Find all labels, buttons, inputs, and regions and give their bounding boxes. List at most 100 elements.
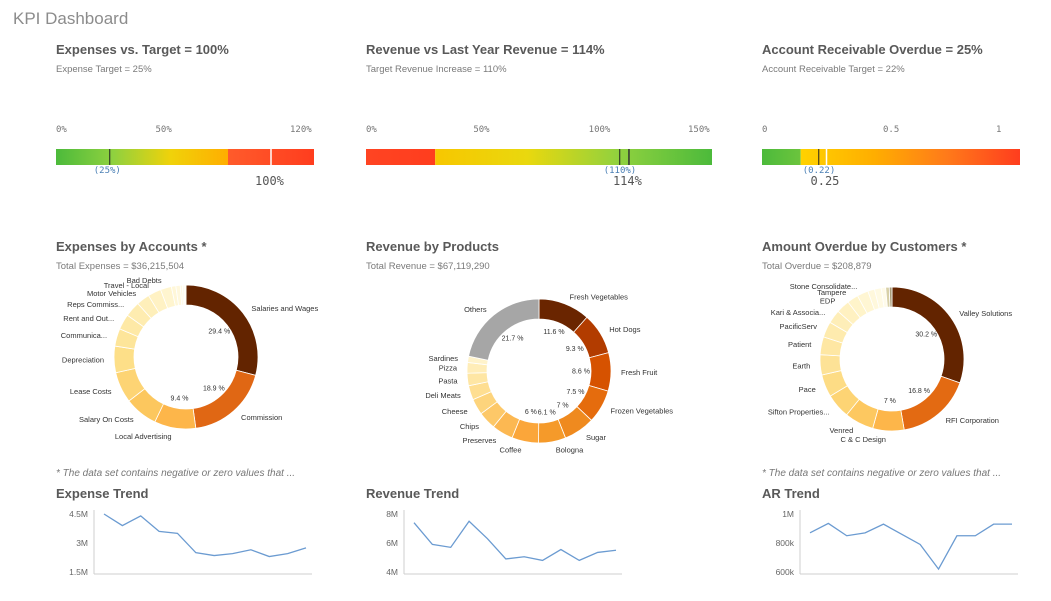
slice-category-label: Local Advertising: [115, 432, 172, 441]
expenses-gauge: [56, 149, 314, 165]
gauge-tick-label: 150%: [688, 125, 710, 135]
receivables-trend-chart[interactable]: 1M 800k 600k: [762, 504, 1024, 584]
gauge-value-label: 100%: [255, 174, 284, 188]
slice-category-label: Fresh Vegetables: [570, 292, 629, 301]
kpi-column-receivables: Account Receivable Overdue = 25% Account …: [762, 0, 1024, 601]
expenses-donut-subtitle: Total Expenses = $36,215,504: [56, 261, 185, 272]
slice-category-label: Pasta: [438, 377, 458, 386]
revenue-kpi-subtitle: Target Revenue Increase = 110%: [366, 64, 507, 75]
slice-category-label: Tampere: [817, 288, 846, 297]
trend-line[interactable]: [809, 522, 1012, 571]
revenue-gauge: [366, 149, 712, 165]
slice-category-label: Valley Solutions: [959, 309, 1012, 318]
gauge-tick-label: 120%: [290, 125, 312, 135]
data-warning-note: * The data set contains negative or zero…: [56, 468, 296, 479]
gauge-tick-label: 0%: [56, 125, 67, 135]
slice-category-label: Deli Meats: [425, 391, 461, 400]
y-tick-label: 4.5M: [69, 509, 88, 519]
y-tick-label: 800k: [776, 538, 795, 548]
gauge-target-label: (110%): [603, 166, 637, 176]
expenses-kpi-subtitle: Expense Target = 25%: [56, 64, 152, 75]
gauge-tick-label: 50%: [155, 125, 172, 135]
slice-category-label: Travel - Local: [104, 281, 149, 290]
revenue-trend-title: Revenue Trend: [366, 486, 460, 501]
slice-category-label: Patient: [788, 340, 812, 349]
revenue-donut-chart[interactable]: 11.6 % Fresh Vegetables 9.3 % Hot Dogs 8.6 %…: [366, 285, 673, 465]
slice-percent-label: 7.5 %: [567, 389, 585, 396]
gauge-segment: [762, 149, 801, 165]
slice-category-label: Hot Dogs: [609, 325, 641, 334]
gauge-value-label: 114%: [612, 174, 642, 188]
slice-category-label: Chips: [460, 422, 479, 431]
receivables-kpi-subtitle: Account Receivable Target = 22%: [762, 64, 905, 75]
slice-percent-label: 7 %: [557, 403, 569, 410]
gauge-segment: [56, 149, 228, 165]
slice-category-label: Venred: [829, 426, 853, 435]
dashboard-title: KPI Dashboard: [13, 9, 129, 28]
expenses-donut-title: Expenses by Accounts *: [56, 239, 207, 254]
slice-category-label: Kari & Associa...: [771, 308, 826, 317]
y-tick-label: 3M: [76, 538, 88, 548]
donut-slice[interactable]: [888, 286, 893, 308]
gauge-target-label: (0.22): [802, 166, 836, 176]
slice-category-label: Pizza: [439, 363, 458, 372]
slice-category-label: Coffee: [500, 445, 522, 454]
revenue-trend-chart[interactable]: 8M 6M 4M: [366, 504, 628, 584]
slice-percent-label: 21.7 %: [502, 335, 524, 342]
slice-category-label: EDP: [820, 297, 835, 306]
slice-percent-label: 30.2 %: [915, 332, 937, 339]
gauge-tick-label: 50%: [473, 125, 490, 135]
expenses-trend-chart[interactable]: 4.5M 3M 1.5M: [56, 504, 318, 584]
receivables-trend-title: AR Trend: [762, 486, 820, 501]
gauge-tick-label: 1: [996, 125, 1002, 135]
gauge-tick-label: 100%: [588, 125, 611, 135]
gauge-value-label: 0.25: [810, 174, 840, 188]
y-tick-label: 1M: [782, 509, 794, 519]
gauge-segment: [800, 149, 1020, 165]
slice-category-label: C & C Design: [841, 435, 886, 444]
slice-category-label: Earth: [792, 362, 810, 371]
slice-category-label: Pace: [799, 385, 816, 394]
receivables-donut-title: Amount Overdue by Customers *: [762, 239, 967, 254]
receivables-donut-chart[interactable]: 30.2 % Valley Solutions 16.8 % RFI Corporat…: [762, 282, 1024, 465]
expenses-donut-chart[interactable]: 29.4 % Salaries and Wages 18.9 % Commission…: [56, 276, 319, 465]
revenue-donut-subtitle: Total Revenue = $67,119,290: [366, 261, 490, 272]
slice-category-label: Sugar: [586, 433, 607, 442]
data-warning-note: * The data set contains negative or zero…: [762, 468, 1002, 479]
slice-category-label: Fresh Fruit: [621, 368, 658, 377]
slice-percent-label: 18.9 %: [203, 385, 225, 392]
slice-category-label: Salaries and Wages: [251, 304, 318, 313]
y-tick-label: 8M: [386, 509, 398, 519]
donut-slice[interactable]: [113, 345, 136, 374]
gauge-tick-label: 0%: [366, 125, 377, 135]
y-tick-label: 1.5M: [69, 567, 88, 577]
slice-category-label: Salary On Costs: [79, 415, 134, 424]
slice-category-label: Lease Costs: [70, 387, 112, 396]
y-tick-label: 4M: [386, 567, 398, 577]
gauge-tick-label: 0.5: [883, 125, 900, 135]
slice-category-label: Depreciation: [62, 356, 104, 365]
gauge-segment: [435, 149, 712, 165]
revenue-donut-title: Revenue by Products: [366, 239, 499, 254]
donut-slice[interactable]: [468, 298, 540, 361]
kpi-column-expenses: Expenses vs. Target = 100% Expense Target…: [56, 0, 318, 601]
y-tick-label: 600k: [776, 567, 795, 577]
slice-category-label: Stone Consolidate...: [790, 282, 858, 291]
slice-category-label: Commission: [241, 413, 282, 422]
slice-category-label: Sifton Properties...: [768, 407, 830, 416]
gauge-tick-label: 0: [762, 125, 768, 135]
slice-category-label: Communica...: [61, 331, 107, 340]
trend-line[interactable]: [103, 513, 307, 558]
donut-slice[interactable]: [183, 284, 187, 306]
slice-category-label: RFI Corporation: [946, 416, 999, 425]
trend-line[interactable]: [413, 520, 617, 562]
slice-category-label: Frozen Vegetables: [610, 407, 673, 416]
slice-category-label: Reps Commiss...: [67, 300, 124, 309]
slice-percent-label: 6.1 %: [538, 409, 556, 416]
gauge-target-label: (25%): [93, 166, 121, 176]
slice-percent-label: 9.3 %: [566, 346, 584, 353]
slice-percent-label: 7 %: [884, 398, 896, 405]
slice-category-label: Others: [464, 305, 487, 314]
slice-percent-label: 6 %: [525, 409, 537, 416]
donut-slice[interactable]: [588, 352, 612, 392]
